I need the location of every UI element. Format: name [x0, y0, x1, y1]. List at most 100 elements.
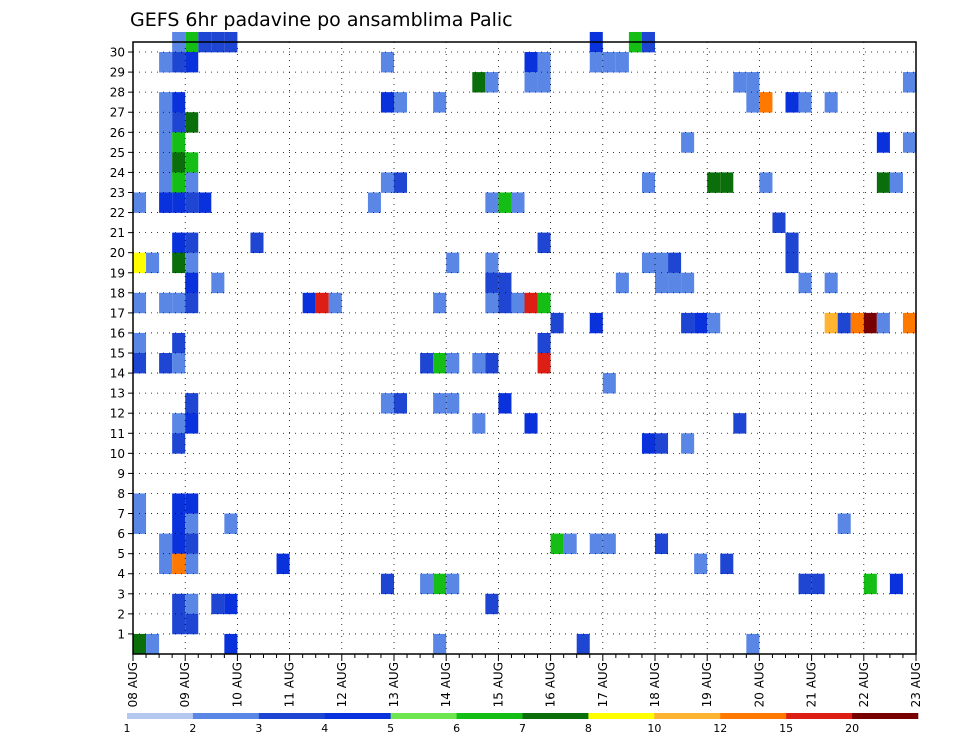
colorbar-swatch — [258, 713, 326, 719]
colorbar-label: 12 — [713, 722, 727, 735]
heatmap-cell — [655, 533, 669, 554]
x-tick-label: 11 AUG — [283, 662, 297, 707]
colorbar: 1 2 3 4 5 6 7 8 10 12 15 20 — [124, 713, 919, 735]
heatmap-cell — [380, 172, 394, 193]
heatmap-cell — [655, 252, 669, 274]
y-tick-label: 26 — [110, 126, 125, 140]
heatmap-cell — [641, 433, 655, 454]
heatmap-cell — [159, 353, 173, 374]
colorbar-label: 8 — [585, 722, 592, 735]
heatmap-cell — [589, 52, 603, 73]
heatmap-cell — [524, 413, 538, 434]
heatmap-cell — [537, 52, 551, 73]
heatmap-cell — [863, 573, 877, 595]
heatmap-cell — [172, 613, 186, 635]
heatmap-cell — [668, 252, 682, 274]
heatmap-cell — [537, 232, 551, 253]
heatmap-cell — [876, 172, 890, 193]
heatmap-cell — [824, 312, 838, 334]
heatmap-cell — [185, 152, 199, 173]
heatmap-cell — [315, 292, 329, 314]
heatmap-cell — [889, 172, 903, 193]
colorbar-swatch — [654, 713, 721, 719]
heatmap-cell — [446, 252, 460, 274]
heatmap-cell — [798, 272, 812, 294]
heatmap-cell — [602, 533, 616, 554]
colorbar-label: 3 — [255, 722, 262, 735]
heatmap-cell — [472, 413, 486, 434]
heatmap-cell — [681, 433, 695, 454]
heatmap-cell — [694, 312, 708, 334]
heatmap-cell — [394, 92, 408, 113]
heatmap-cell — [446, 393, 460, 414]
heatmap-cell — [133, 633, 147, 655]
y-tick-label: 27 — [110, 106, 125, 120]
colorbar-swatch — [720, 713, 787, 719]
heatmap-cell — [485, 593, 499, 615]
heatmap-cell — [668, 272, 682, 294]
heatmap-cell — [811, 573, 825, 595]
heatmap-cell — [394, 172, 408, 193]
heatmap-cell — [380, 573, 394, 595]
heatmap-cell — [498, 192, 512, 213]
heatmap-cell — [185, 172, 199, 193]
heatmap-cell — [511, 192, 525, 213]
heatmap-cell — [837, 513, 851, 534]
heatmap-cell — [185, 232, 199, 253]
y-tick-label: 18 — [110, 286, 125, 300]
heatmap-cell — [876, 312, 890, 334]
heatmap-cell — [485, 353, 499, 374]
x-tick-label: 10 AUG — [230, 662, 244, 707]
heatmap-cell — [433, 92, 447, 113]
heatmap-cell — [172, 433, 186, 454]
heatmap-cell — [889, 573, 903, 595]
heatmap-cell — [172, 292, 186, 314]
heatmap-cell — [641, 252, 655, 274]
y-tick-label: 11 — [110, 427, 125, 441]
heatmap-cell — [733, 413, 747, 434]
colorbar-swatch — [522, 713, 589, 719]
heatmap-cell — [172, 593, 186, 615]
heatmap-cell — [159, 533, 173, 554]
heatmap-cell — [172, 252, 186, 274]
x-tick-label: 20 AUG — [752, 662, 766, 707]
heatmap-cell — [681, 132, 695, 153]
heatmap-cell — [759, 92, 773, 113]
heatmap-cell — [433, 393, 447, 414]
heatmap-cell — [159, 292, 173, 314]
heatmap-cell — [172, 192, 186, 213]
colorbar-swatch — [588, 713, 655, 719]
heatmap-cell — [133, 292, 147, 314]
colorbar-label: 1 — [124, 722, 131, 735]
heatmap-cell — [589, 312, 603, 334]
heatmap-cell — [759, 172, 773, 193]
heatmap-cell — [550, 533, 564, 554]
heatmap-cell — [185, 513, 199, 534]
heatmap-cell — [172, 172, 186, 193]
heatmap-cell — [655, 433, 669, 454]
colorbar-label: 15 — [779, 722, 793, 735]
heatmap-cell — [485, 72, 499, 93]
heatmap-cell — [798, 92, 812, 113]
heatmap-cell — [146, 252, 160, 274]
y-tick-label: 3 — [117, 587, 125, 601]
heatmap-cell — [550, 312, 564, 334]
heatmap-cell — [159, 52, 173, 73]
heatmap-cell — [276, 553, 290, 575]
y-tick-label: 8 — [117, 487, 125, 501]
heatmap-cell — [707, 312, 721, 334]
heatmap-cell — [185, 613, 199, 635]
heatmap-cell — [185, 52, 199, 73]
x-tick-label: 17 AUG — [596, 662, 610, 707]
heatmap-cell — [133, 192, 147, 213]
y-tick-label: 7 — [117, 507, 125, 521]
heatmap-cell — [394, 393, 408, 414]
heatmap-cell — [707, 172, 721, 193]
colorbar-label: 10 — [647, 722, 661, 735]
y-tick-label: 24 — [110, 166, 125, 180]
plot-frame — [132, 41, 917, 655]
heatmap-cell — [172, 513, 186, 534]
heatmap-cell — [185, 413, 199, 434]
heatmap-cell — [785, 92, 799, 113]
heatmap-cell — [472, 72, 486, 93]
